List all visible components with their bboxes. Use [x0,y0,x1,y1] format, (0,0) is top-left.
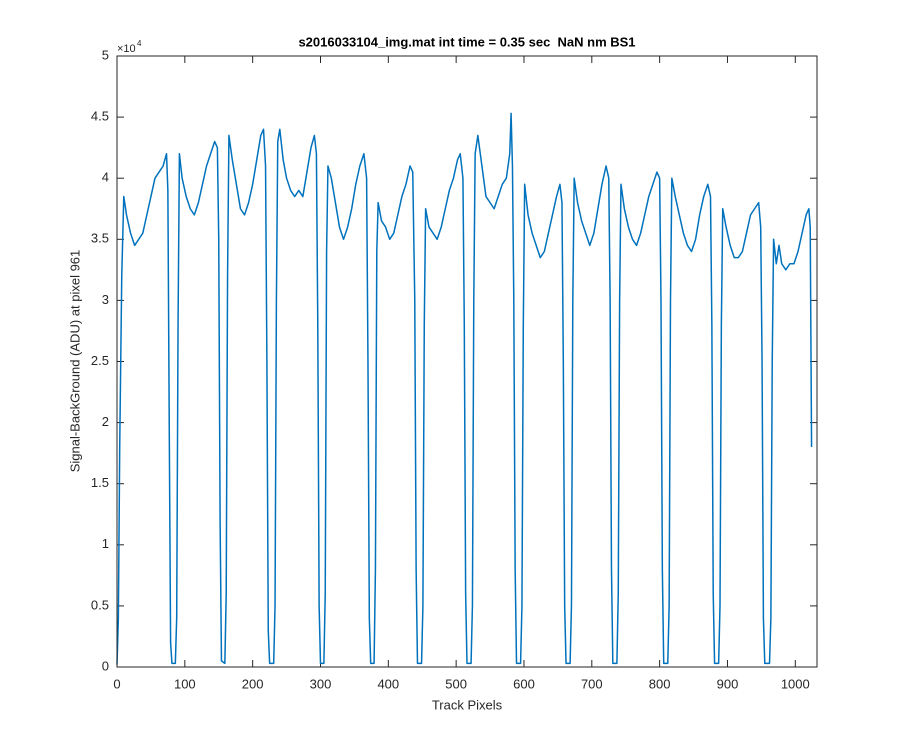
y-tick-label: 0.5 [91,597,109,612]
x-tick-label: 400 [377,676,399,691]
data-line [116,112,813,665]
y-tick-label: 4 [102,170,109,185]
x-axis-label: Track Pixels [432,697,503,712]
x-tick-label: 1000 [781,676,810,691]
x-tick-label: 100 [174,676,196,691]
x-tick-label: 300 [310,676,332,691]
y-tick-label: 1.5 [91,475,109,490]
axes-box [116,55,818,668]
x-tick-label: 700 [581,676,603,691]
y-multiplier-exponent: 4 [137,39,142,48]
y-axis-label: Signal-BackGround (ADU) at pixel 961 [67,250,82,473]
y-tick-label: 1 [102,536,109,551]
y-tick-label: 2 [102,414,109,429]
x-tick-label: 500 [445,676,467,691]
y-tick-label: 0 [102,658,109,673]
chart-title: s2016033104_img.mat int time = 0.35 sec … [298,34,635,49]
y-tick-label: 2.5 [91,353,109,368]
y-tick-label: 4.5 [91,109,109,124]
x-tick-label: 900 [717,676,739,691]
y-tick-label: 3 [102,292,109,307]
y-tick-label: 5 [102,47,109,62]
y-multiplier: ×10 [117,43,136,55]
x-tick-label: 0 [113,676,120,691]
x-tick-label: 800 [649,676,671,691]
y-tick-label: 3.5 [91,231,109,246]
x-tick-label: 600 [513,676,535,691]
x-tick-label: 200 [242,676,264,691]
